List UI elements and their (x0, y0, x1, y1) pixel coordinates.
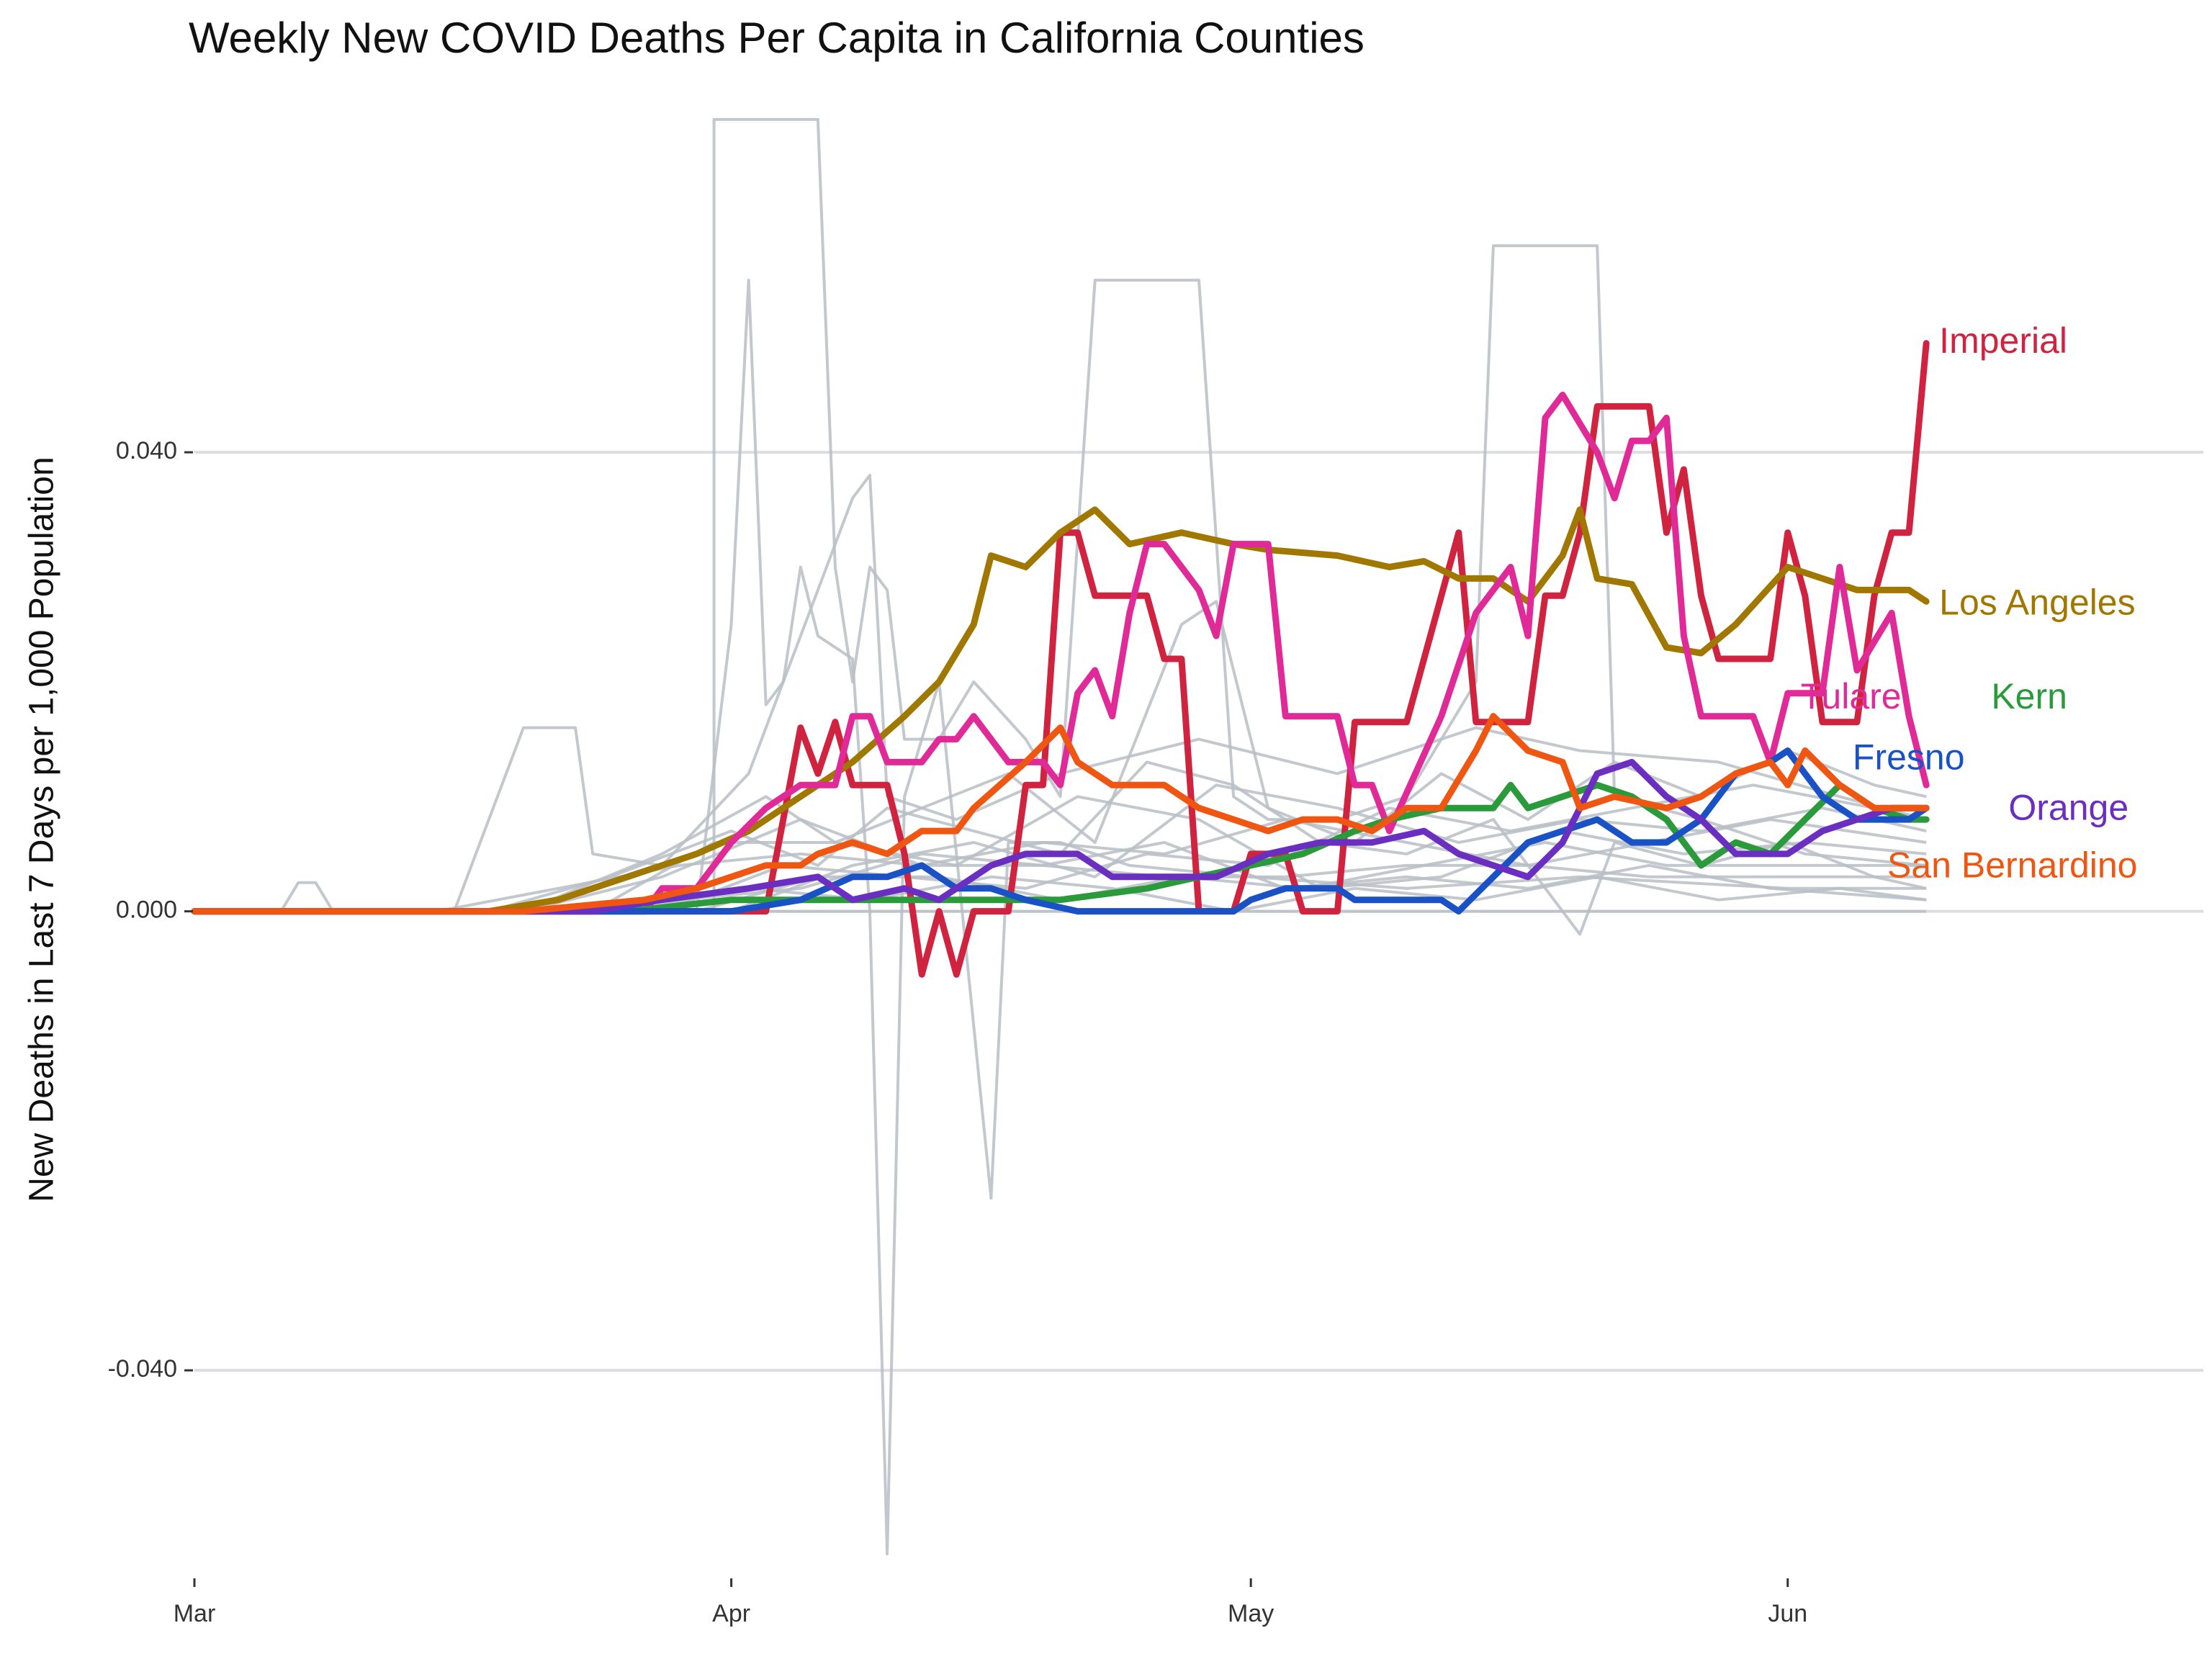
chart-title: Weekly New COVID Deaths Per Capita in Ca… (189, 14, 1364, 62)
x-tick-label: Apr (712, 1600, 750, 1627)
grid-layer (194, 451, 2203, 1372)
background-series-line (194, 795, 1927, 913)
series-line-fresno (191, 747, 1930, 915)
series-label-fresno: Fresno (1853, 737, 1965, 777)
series-label-kern: Kern (1991, 676, 2067, 716)
background-series-line (194, 783, 1927, 913)
series-label-los-angeles: Los Angeles (1939, 582, 2135, 622)
background-series-line (194, 760, 1927, 936)
highlight-series-layer (191, 340, 1930, 978)
y-tick-label: -0.040 (108, 1355, 177, 1382)
background-series-layer (194, 117, 1927, 1556)
series-label-tulare: Tulare (1801, 676, 1902, 716)
y-tick-label: 0.040 (116, 437, 177, 464)
x-tick-label: May (1228, 1600, 1274, 1627)
series-label-imperial: Imperial (1939, 320, 2067, 361)
series-line-san-bernardino (191, 713, 1930, 915)
y-tick-label: 0.000 (116, 896, 177, 924)
background-series-line (194, 279, 1927, 1556)
series-line-kern (191, 781, 1930, 915)
series-label-orange: Orange (2008, 788, 2128, 828)
series-line-tulare (191, 391, 1930, 915)
series-line-imperial (191, 340, 1930, 978)
x-tick-label: Mar (174, 1600, 216, 1627)
series-label-san-bernardino: San Bernardino (1887, 845, 2137, 885)
county-label-layer: Imperial Los Angeles Tulare Kern Fresno Orang… (1801, 320, 2138, 885)
series-line-orange (191, 758, 1930, 915)
background-series-line (194, 783, 1927, 913)
x-tick-label: Jun (1768, 1600, 1807, 1627)
tick-layer: -0.040 0.000 0.040 Mar Apr May Jun (108, 437, 1808, 1627)
